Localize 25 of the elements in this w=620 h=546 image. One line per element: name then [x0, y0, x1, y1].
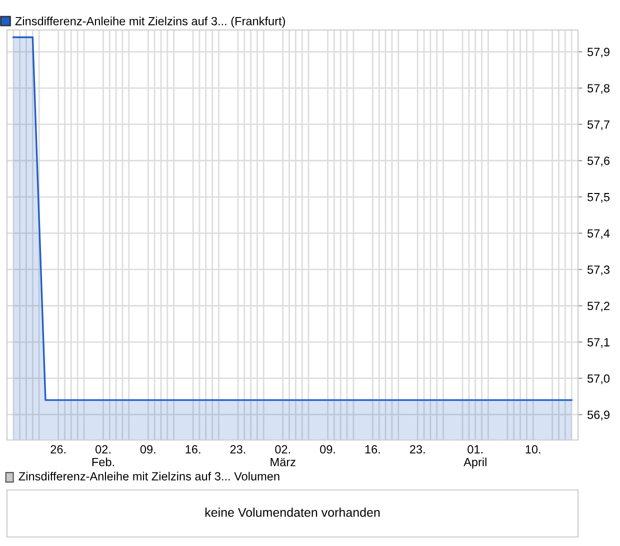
- x-tick-label: 09.: [320, 445, 335, 454]
- x-tick-label: 02. Feb.: [92, 445, 114, 466]
- y-tick-label: 57,3: [588, 266, 610, 276]
- y-tick-label: 57,8: [588, 84, 610, 94]
- text: Zinsdifferenz-Anleihe mit Zielzins auf 3... Volumen: [18, 472, 280, 480]
- y-tick-label: 57,1: [588, 338, 610, 348]
- y-tick-label: 57,5: [588, 193, 610, 203]
- x-tick-label: 23.: [230, 445, 246, 454]
- x-tick-label: 16.: [186, 445, 200, 454]
- y-tick-label: 57,7: [588, 120, 610, 130]
- y-tick-label: 57,6: [588, 156, 610, 166]
- y-tick-label: 57,9: [588, 48, 610, 58]
- x-tick-label: 09.: [140, 445, 156, 454]
- x-tick-label: 16.: [365, 445, 380, 454]
- y-tick-label: 56,9: [588, 410, 610, 420]
- y-tick-label: 57,2: [588, 302, 610, 312]
- x-tick-label: 26.: [50, 445, 66, 454]
- x-tick-label: 01. April: [464, 445, 486, 469]
- y-tick-label: 57,0: [588, 374, 610, 384]
- legend-label: Zinsdifferenz-Anleihe mit Zielzins auf 3... (Frankfurt): [15, 16, 285, 28]
- text: keine Volumendaten vorhanden: [205, 508, 380, 517]
- x-tick-label: 10.: [526, 445, 540, 454]
- x-tick-label: 02. März: [270, 445, 296, 466]
- x-tick-label: 23.: [410, 445, 425, 454]
- y-tick-label: 57,4: [588, 229, 610, 239]
